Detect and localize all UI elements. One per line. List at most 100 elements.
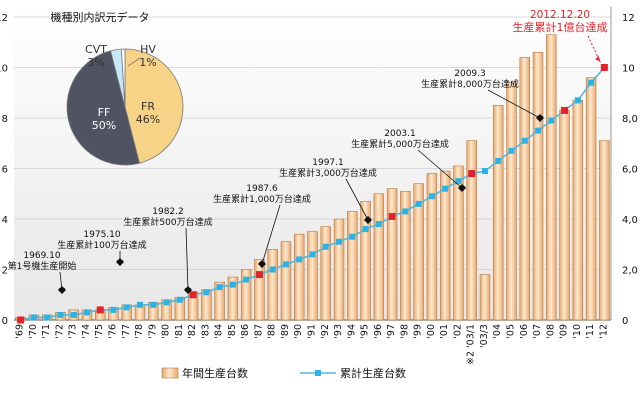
pie-percent: 46% <box>136 113 160 126</box>
line-point <box>574 97 581 104</box>
legend: 年間生産台数 累計生産台数 <box>161 366 406 380</box>
y-left-tick-label: 4 <box>2 215 8 226</box>
line-point <box>282 261 289 268</box>
line-point <box>83 309 90 316</box>
milestone-leader <box>261 204 281 265</box>
x-tick-label: '07 <box>532 324 543 339</box>
bar-37 <box>506 82 517 321</box>
line-point <box>243 276 250 283</box>
bar-31 <box>426 173 438 321</box>
line-point <box>495 157 502 164</box>
x-tick-label: '94 <box>346 324 357 339</box>
line-point <box>588 79 595 86</box>
x-tick-label: '76 <box>108 324 119 339</box>
milestone-arrowhead <box>595 55 601 62</box>
x-tick-label: '03/3 <box>479 324 490 348</box>
x-tick-label: '86 <box>240 324 251 339</box>
y-left-tick-label: 8 <box>2 114 8 125</box>
y-left-tick-label: 6 <box>2 165 8 176</box>
bar-44 <box>599 140 610 321</box>
milestone-diamond <box>184 286 192 294</box>
x-tick-label: '11 <box>585 324 596 339</box>
x-tick-label: '81 <box>174 324 185 339</box>
bar-16 <box>227 276 239 321</box>
x-tick-label: ※2 '03/1 <box>466 324 477 365</box>
x-tick-label: '79 <box>147 324 158 339</box>
milestone-date: 1997.1 <box>312 158 344 168</box>
milestone-leader <box>345 178 369 221</box>
line-point <box>521 137 528 144</box>
x-tick-label: '91 <box>307 324 318 339</box>
legend-bar-label: 年間生産台数 <box>182 366 248 380</box>
line-point <box>415 200 422 207</box>
pie-label: FR <box>141 100 155 113</box>
x-tick-label: '93 <box>333 324 344 339</box>
x-tick-label: '04 <box>492 324 503 339</box>
x-tick-label: '73 <box>68 324 79 339</box>
milestone-point <box>17 316 25 324</box>
milestone-point <box>468 170 476 178</box>
x-tick-label: '80 <box>161 324 172 339</box>
x-tick-label: '82 <box>187 324 198 339</box>
annual-production-bars <box>15 34 610 321</box>
bar-20 <box>280 241 292 321</box>
milestone-point <box>388 212 396 220</box>
milestone-leader <box>417 149 463 189</box>
bar-28 <box>386 188 398 321</box>
bar-39 <box>532 52 544 321</box>
x-tick-label: '78 <box>134 324 145 339</box>
line-point <box>229 281 236 288</box>
x-tick-label: '96 <box>373 324 384 339</box>
x-tick-label: '70 <box>28 324 39 339</box>
milestone-point <box>561 106 569 114</box>
pie-label: CVT <box>85 43 107 56</box>
x-tick-label: '02 <box>452 324 463 339</box>
milestone-point <box>255 271 263 279</box>
line-point <box>70 311 77 318</box>
line-point <box>336 238 343 245</box>
milestone-text: 生産累計3,000万台達成 <box>279 167 377 179</box>
milestone-date: 1969.10 <box>23 251 60 261</box>
x-tick-label: '08 <box>545 324 556 339</box>
line-point <box>481 168 488 175</box>
line-point <box>57 311 64 318</box>
line-point <box>535 127 542 134</box>
line-point <box>442 185 449 192</box>
milestone-leader <box>185 227 189 291</box>
y-left-tick-label: 0 <box>2 316 8 327</box>
line-point <box>508 147 515 154</box>
milestone-text: 生産累計5,000万台達成 <box>351 138 449 150</box>
legend-line-marker <box>315 370 321 376</box>
x-tick-label: '84 <box>214 324 225 339</box>
bar-33 <box>453 165 464 321</box>
bar-40 <box>546 34 557 321</box>
y-right-tick-label: 2,0 <box>622 266 638 277</box>
milestone-diamond <box>116 258 124 266</box>
x-tick-label: '72 <box>54 324 65 339</box>
y-left-tick-label: 2 <box>2 266 8 277</box>
milestone-date: 2012.12.20 <box>530 9 590 21</box>
pie-title: 機種別内訳元データ <box>51 10 150 24</box>
x-tick-label: '77 <box>121 324 132 339</box>
bar-23 <box>320 226 331 321</box>
pie-slice-fr <box>124 48 184 164</box>
line-point <box>548 117 555 124</box>
y-right-tick-label: 8,0 <box>622 114 638 125</box>
x-tick-label: '71 <box>41 324 52 339</box>
line-point <box>110 306 117 313</box>
milestone-date: 1987.6 <box>246 184 278 194</box>
milestone-text: 生産累計1,000万台達成 <box>213 193 311 205</box>
bar-29 <box>400 190 411 321</box>
milestone-diamond <box>458 184 466 192</box>
line-point <box>30 314 37 321</box>
bar-17 <box>240 269 252 321</box>
line-point <box>269 266 276 273</box>
legend-bar-swatch <box>161 367 179 379</box>
x-tick-label: '98 <box>399 324 410 339</box>
bar-36 <box>493 105 504 321</box>
pie-slice-hv <box>120 48 126 108</box>
pie-percent: 50% <box>92 119 116 132</box>
x-tick-label: '89 <box>280 324 291 339</box>
milestone-text: 生産累計1億台達成 <box>513 20 608 34</box>
y-right-tick-label: 6,0 <box>622 165 638 176</box>
